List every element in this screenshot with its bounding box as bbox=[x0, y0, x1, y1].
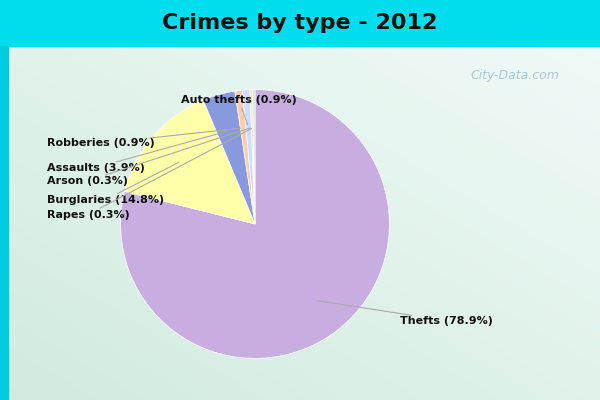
Bar bbox=[0, 0, 600, 46]
Wedge shape bbox=[125, 100, 255, 224]
Bar bbox=[0, 46, 8, 400]
Wedge shape bbox=[203, 91, 255, 224]
Text: Robberies (0.9%): Robberies (0.9%) bbox=[47, 128, 241, 148]
Text: City-Data.com: City-Data.com bbox=[470, 70, 559, 82]
Text: Rapes (0.3%): Rapes (0.3%) bbox=[47, 128, 251, 220]
Text: Arson (0.3%): Arson (0.3%) bbox=[47, 128, 250, 186]
Wedge shape bbox=[242, 90, 255, 224]
Wedge shape bbox=[235, 90, 255, 224]
Text: Assaults (3.9%): Assaults (3.9%) bbox=[47, 132, 226, 172]
Wedge shape bbox=[253, 90, 255, 224]
Wedge shape bbox=[121, 90, 389, 358]
Text: Thefts (78.9%): Thefts (78.9%) bbox=[317, 301, 493, 326]
Wedge shape bbox=[250, 90, 255, 224]
Text: Auto thefts (0.9%): Auto thefts (0.9%) bbox=[181, 95, 297, 125]
Text: Crimes by type - 2012: Crimes by type - 2012 bbox=[163, 13, 437, 33]
Text: Burglaries (14.8%): Burglaries (14.8%) bbox=[47, 162, 179, 205]
